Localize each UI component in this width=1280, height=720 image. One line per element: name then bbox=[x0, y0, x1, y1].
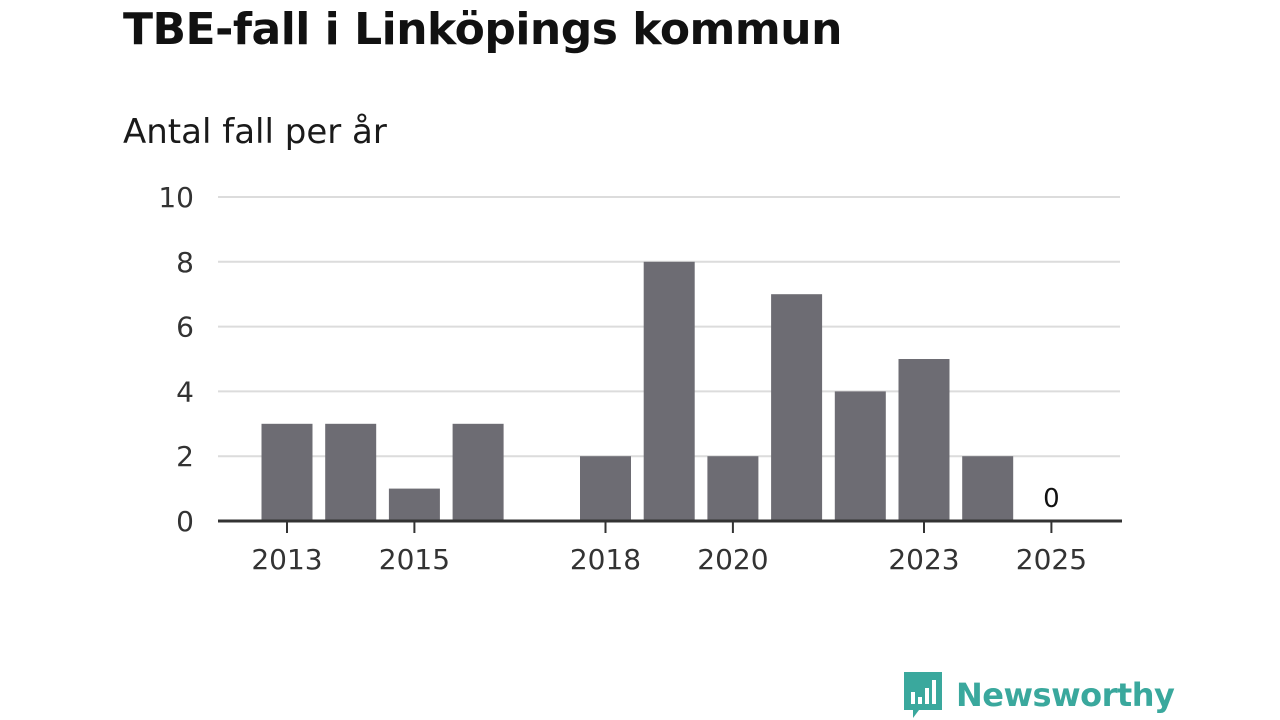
bar-2019 bbox=[643, 261, 695, 521]
y-tick-label: 10 bbox=[158, 181, 194, 214]
x-tick-label: 2018 bbox=[570, 543, 641, 576]
bar-2014 bbox=[325, 423, 377, 521]
x-tick-label: 2023 bbox=[888, 543, 959, 576]
y-axis-ticks: 0 2 4 6 8 10 bbox=[158, 181, 194, 538]
x-tick-label: 2013 bbox=[251, 543, 322, 576]
bar-2024 bbox=[962, 456, 1014, 521]
bar-2016 bbox=[452, 423, 504, 521]
brand-logo: Newsworthy bbox=[902, 670, 1175, 720]
chart-subtitle: Antal fall per år bbox=[123, 112, 387, 152]
y-tick-label: 6 bbox=[176, 311, 194, 344]
bar-2022 bbox=[834, 391, 886, 521]
bar-2013 bbox=[261, 423, 313, 521]
chart-title: TBE-fall i Linköpings kommun bbox=[123, 4, 842, 55]
newsworthy-logo-icon bbox=[904, 672, 942, 718]
bar-2021 bbox=[771, 294, 823, 521]
data-label-2025: 0 bbox=[1043, 484, 1060, 514]
bars bbox=[261, 261, 1014, 521]
x-tick-label: 2015 bbox=[379, 543, 450, 576]
x-axis-ticks: 2013 2015 2018 2020 2023 2025 bbox=[251, 521, 1087, 576]
bar-2020 bbox=[707, 456, 759, 521]
bar-2023 bbox=[898, 359, 950, 521]
x-tick-label: 2025 bbox=[1016, 543, 1087, 576]
y-tick-label: 8 bbox=[176, 246, 194, 279]
data-labels: 0 bbox=[1043, 484, 1060, 514]
y-tick-label: 0 bbox=[176, 505, 194, 538]
brand-name: Newsworthy bbox=[956, 676, 1175, 714]
y-tick-label: 2 bbox=[176, 440, 194, 473]
y-tick-label: 4 bbox=[176, 375, 194, 408]
bar-2015 bbox=[388, 488, 440, 521]
x-tick-label: 2020 bbox=[697, 543, 768, 576]
bar-2018 bbox=[580, 456, 631, 521]
